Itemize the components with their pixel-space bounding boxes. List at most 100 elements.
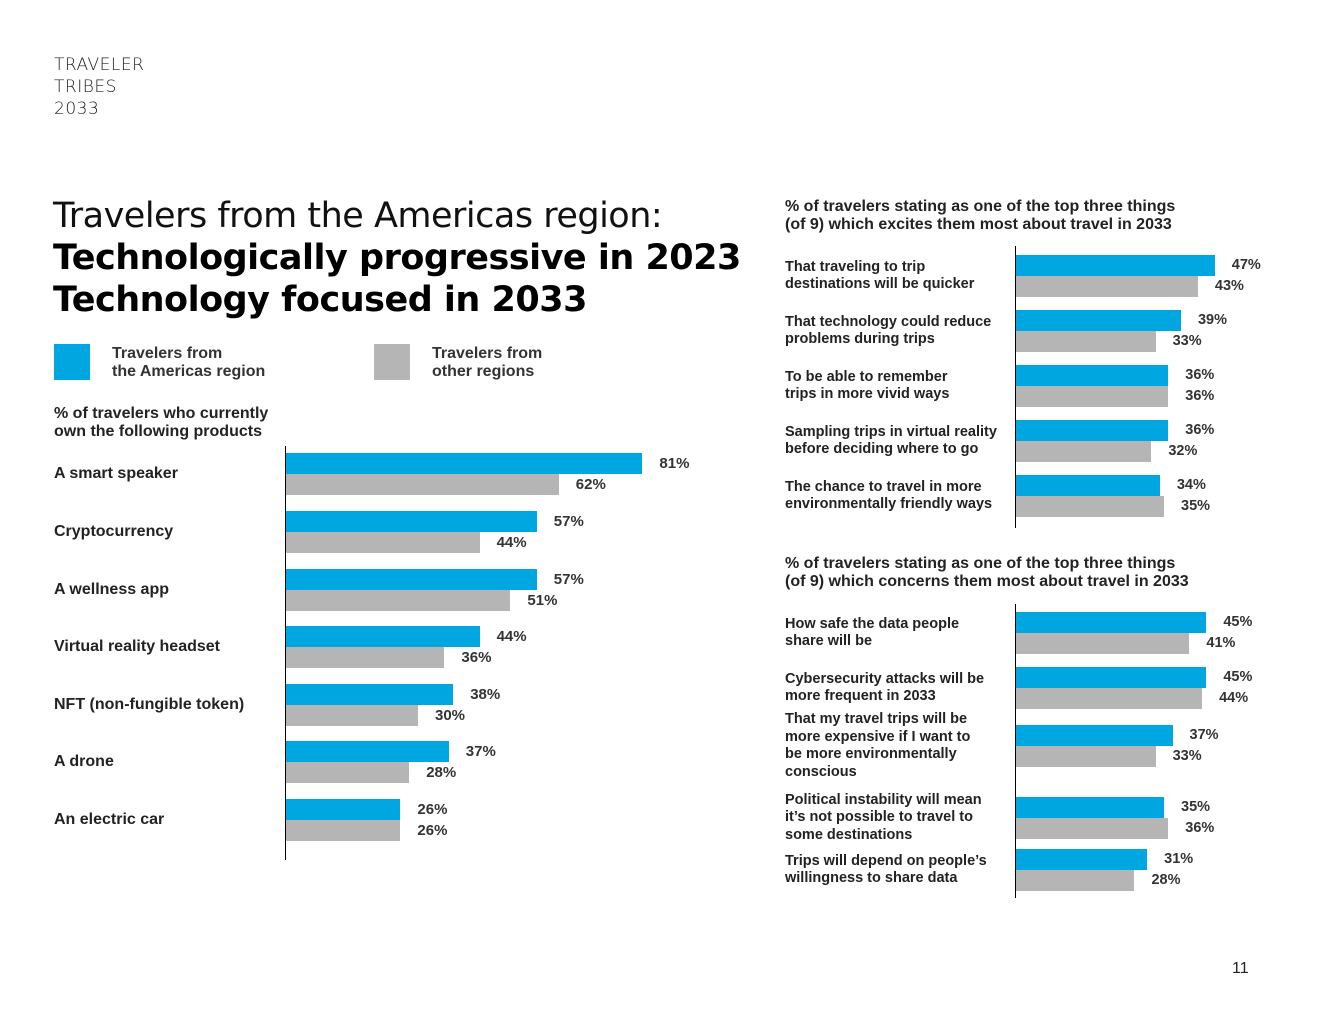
category-label: NFT (non-fungible token): [54, 696, 244, 714]
bar-other: [1016, 441, 1152, 462]
category-label-line: NFT (non-fungible token): [54, 696, 245, 713]
value-label-other: 43%: [1214, 278, 1244, 294]
value-label-americas: 31%: [1164, 851, 1194, 867]
legend-label-line: Travelers from: [432, 345, 543, 362]
chart-title: % of travelers who currently own the foll…: [54, 405, 268, 441]
category-label-line: That my travel trips will be: [785, 711, 968, 727]
bar-americas: [1016, 725, 1173, 746]
bar-americas: [1016, 667, 1207, 688]
value-label-other: 28%: [1151, 872, 1181, 888]
value-label-americas: 47%: [1231, 257, 1261, 273]
value-label-americas: 45%: [1223, 669, 1253, 685]
category-label-line: more frequent in 2033: [785, 688, 936, 704]
category-label: That technology could reduce problems dur…: [785, 314, 991, 349]
category-label-line: That traveling to trip: [785, 258, 926, 275]
category-label-line: it’s not possible to travel to: [785, 809, 973, 826]
category-label-line: Virtual reality headset: [54, 638, 220, 655]
category-label-line: before deciding where to go: [785, 441, 979, 457]
page-number: 11: [1232, 960, 1249, 977]
bar-other: [1016, 870, 1135, 891]
brand-line: TRIBES: [54, 77, 117, 97]
category-label: Virtual reality headset: [54, 638, 220, 656]
category-label-line: willingness to share data: [785, 870, 958, 886]
brand-line: 2033: [54, 99, 100, 119]
value-label-other: 44%: [496, 534, 527, 551]
category-label: To be able to remember trips in more vivi…: [785, 369, 949, 404]
legend-label-americas: Travelers from the Americas region: [112, 345, 265, 381]
value-label-americas: 35%: [1181, 799, 1211, 815]
category-label: That my travel trips will be more expensi…: [785, 711, 970, 781]
legend-label-line: Travelers from: [112, 345, 223, 362]
value-label-other: 35%: [1181, 498, 1211, 514]
category-label: Cybersecurity attacks will be more freque…: [785, 671, 984, 706]
chart-title-line: own the following products: [54, 423, 262, 440]
chart-title: % of travelers stating as one of the top…: [785, 555, 1189, 591]
category-label: The chance to travel in more environmenta…: [785, 479, 992, 514]
bar-other: [1016, 496, 1165, 517]
bar-other: [1016, 331, 1156, 352]
category-label-line: That technology could reduce: [785, 313, 992, 330]
value-label-americas: 37%: [465, 743, 496, 760]
bar-other: [286, 705, 418, 726]
bar-americas: [286, 569, 537, 590]
bar-americas: [286, 511, 537, 532]
bar-americas: [286, 684, 454, 705]
chart-title-line: (of 9) which excites them most about tra…: [785, 216, 1172, 233]
bar-americas: [1016, 420, 1169, 441]
category-label: Trips will depend on people’s willingness…: [785, 853, 987, 888]
category-label-line: share will be: [785, 633, 873, 649]
brand-logo-text: TRAVELER TRIBES 2033: [54, 54, 144, 120]
headline-bold-line1: Technologically progressive in 2023: [53, 238, 741, 278]
category-label: How safe the data people share will be: [785, 616, 959, 651]
category-label-line: The chance to travel in more: [785, 478, 982, 495]
bar-other: [1016, 276, 1198, 297]
category-label: A wellness app: [54, 581, 169, 599]
value-label-other: 62%: [575, 476, 606, 493]
category-label-line: A smart speaker: [54, 465, 178, 482]
value-label-other: 30%: [435, 707, 466, 724]
bar-americas: [1016, 255, 1215, 276]
value-label-americas: 44%: [496, 628, 527, 645]
bar-americas: [286, 799, 401, 820]
value-label-americas: 57%: [553, 571, 584, 588]
value-label-other: 36%: [461, 649, 492, 666]
value-label-other: 26%: [417, 822, 448, 839]
bar-other: [286, 647, 445, 668]
value-label-other: 33%: [1172, 748, 1202, 764]
value-label-other: 28%: [426, 764, 457, 781]
category-label: Political instability will mean it’s not …: [785, 792, 982, 845]
category-label: An electric car: [54, 811, 164, 829]
category-label-line: some destinations: [785, 826, 913, 843]
bar-other: [286, 762, 410, 783]
bar-americas: [1016, 612, 1207, 633]
category-label-line: How safe the data people: [785, 615, 960, 632]
chart-title-line: (of 9) which concerns them most about tr…: [785, 573, 1189, 590]
value-label-other: 32%: [1168, 443, 1198, 459]
chart-title-line: % of travelers stating as one of the top…: [785, 555, 1176, 572]
category-label: Cryptocurrency: [54, 523, 173, 541]
chart-title: % of travelers stating as one of the top…: [785, 198, 1175, 234]
chart-axis-line: [1015, 604, 1016, 898]
value-label-americas: 39%: [1197, 312, 1227, 328]
bar-other: [1016, 386, 1169, 407]
value-label-other: 36%: [1185, 820, 1215, 836]
category-label-line: Trips will depend on people’s: [785, 852, 987, 869]
category-label-line: destinations will be quicker: [785, 276, 975, 292]
chart-axis-line: [285, 446, 286, 860]
category-label: A drone: [54, 753, 114, 771]
value-label-other: 41%: [1206, 635, 1236, 651]
category-label-line: trips in more vivid ways: [785, 386, 950, 402]
value-label-americas: 38%: [470, 686, 501, 703]
value-label-americas: 26%: [417, 801, 448, 818]
chart-axis-line: [1015, 246, 1016, 528]
category-label: Sampling trips in virtual reality before …: [785, 424, 997, 459]
value-label-americas: 34%: [1176, 477, 1206, 493]
bar-americas: [286, 741, 449, 762]
category-label-line: To be able to remember: [785, 368, 948, 385]
bar-americas: [1016, 475, 1160, 496]
legend-swatch-americas: [54, 344, 90, 380]
category-label-line: problems during trips: [785, 331, 935, 347]
bar-other: [286, 474, 559, 495]
category-label: That traveling to trip destinations will …: [785, 259, 974, 294]
legend-label-line: the Americas region: [112, 363, 266, 380]
